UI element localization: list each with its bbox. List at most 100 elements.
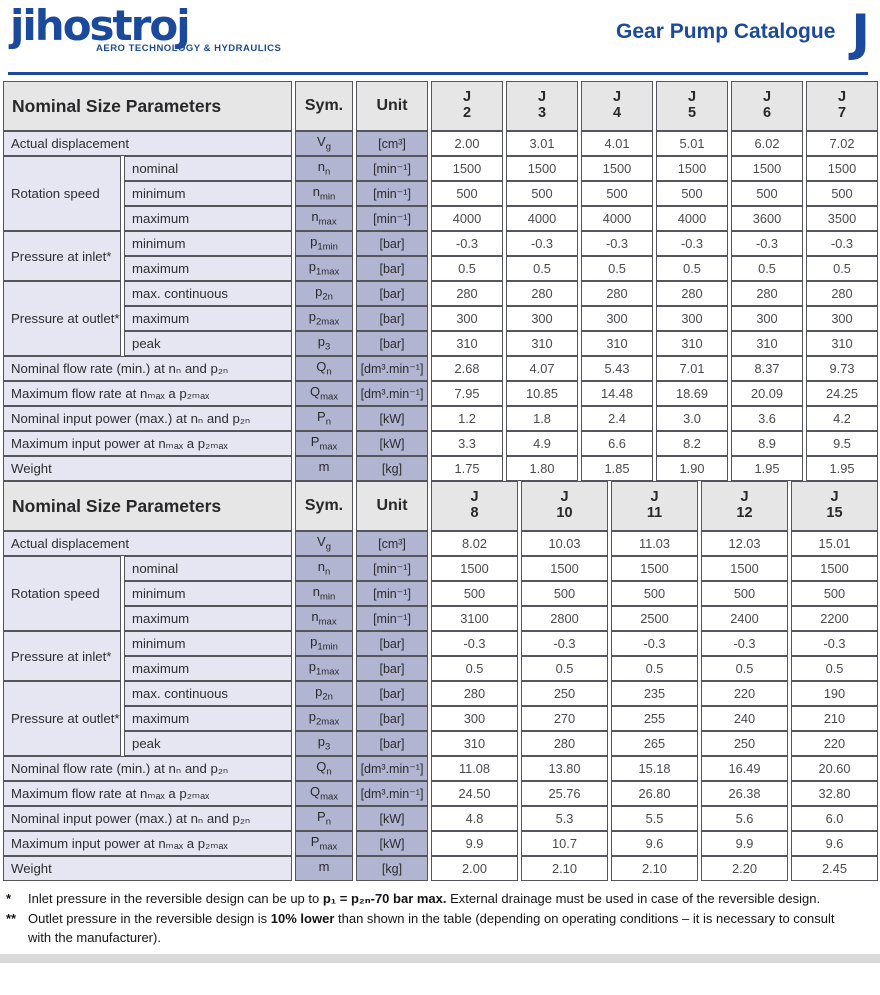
value-cell: 1.85: [581, 456, 653, 481]
value-cell: 500: [791, 581, 878, 606]
symbol-subscript: n: [326, 766, 332, 778]
value-cell: 310: [731, 331, 803, 356]
value-cell: 15.18: [611, 756, 698, 781]
param-label-cell: Weight: [3, 856, 292, 881]
param-group-cell: Pressure at inlet*: [3, 631, 121, 681]
param-header: Nominal Size Parameters: [3, 481, 292, 531]
param-group-cell: Pressure at outlet**: [3, 281, 121, 356]
symbol-base: n: [317, 559, 325, 575]
value-cell: 2800: [521, 606, 608, 631]
symbol-cell: Qn: [295, 356, 353, 381]
value-cell: 300: [431, 706, 518, 731]
value-cell: 4000: [656, 206, 728, 231]
param-label-cell: Nominal flow rate (min.) at nₙ and p₂ₙ: [3, 356, 292, 381]
value-cell: 8.02: [431, 531, 518, 556]
param-sub-cell: minimum: [124, 231, 292, 256]
param-label-cell: Nominal input power (max.) at nₙ and p₂ₙ: [3, 406, 292, 431]
value-cell: 190: [791, 681, 878, 706]
unit-cell: [bar]: [356, 331, 428, 356]
value-cell: -0.3: [731, 231, 803, 256]
value-cell: 1.75: [431, 456, 503, 481]
value-cell: 1.80: [506, 456, 578, 481]
param-sub-cell: maximum: [124, 606, 292, 631]
symbol-subscript: g: [325, 141, 331, 153]
value-cell: 500: [731, 181, 803, 206]
value-cell: 4.07: [506, 356, 578, 381]
value-cell: 280: [731, 281, 803, 306]
unit-cell: [kW]: [356, 406, 428, 431]
param-sub-cell: max. continuous: [124, 681, 292, 706]
value-cell: 6.0: [791, 806, 878, 831]
value-cell: 3.0: [656, 406, 728, 431]
value-cell: 0.5: [806, 256, 878, 281]
size-column-header: J 10: [521, 481, 608, 531]
unit-cell: [bar]: [356, 281, 428, 306]
symbol-cell: m: [295, 856, 353, 881]
value-cell: 9.6: [791, 831, 878, 856]
value-cell: 3.01: [506, 131, 578, 156]
unit-cell: [min⁻¹]: [356, 181, 428, 206]
param-sub-cell: maximum: [124, 206, 292, 231]
param-sub-cell: max. continuous: [124, 281, 292, 306]
value-cell: 7.02: [806, 131, 878, 156]
symbol-cell: p1min: [295, 631, 353, 656]
symbol-base: n: [312, 584, 320, 600]
unit-cell: [cm³]: [356, 531, 428, 556]
sym-header: Sym.: [295, 481, 353, 531]
param-header: Nominal Size Parameters: [3, 81, 292, 131]
symbol-base: p: [308, 259, 316, 275]
symbol-cell: Qmax: [295, 381, 353, 406]
footnote-marker: **: [6, 910, 17, 926]
symbol-base: m: [318, 459, 330, 475]
value-cell: 310: [806, 331, 878, 356]
unit-cell: [dm³.min⁻¹]: [356, 756, 428, 781]
symbol-subscript: max: [318, 616, 337, 628]
symbol-subscript: 3: [324, 741, 331, 753]
value-cell: 26.80: [611, 781, 698, 806]
value-cell: 310: [581, 331, 653, 356]
param-label-cell: Maximum flow rate at nₘₐₓ a p₂ₘₐₓ: [3, 381, 292, 406]
param-label-cell: Weight: [3, 456, 292, 481]
footnotes-section: * Inlet pressure in the reversible design…: [0, 881, 880, 948]
symbol-base: V: [317, 534, 326, 550]
value-cell: 1500: [791, 556, 878, 581]
value-cell: 10.03: [521, 531, 608, 556]
symbol-cell: Pn: [295, 806, 353, 831]
value-cell: 3600: [731, 206, 803, 231]
param-sub-cell: minimum: [124, 181, 292, 206]
value-cell: 8.37: [731, 356, 803, 381]
value-cell: 1500: [431, 156, 503, 181]
value-cell: 1.95: [731, 456, 803, 481]
symbol-base: p: [317, 334, 325, 350]
value-cell: 7.95: [431, 381, 503, 406]
value-cell: 500: [506, 181, 578, 206]
value-cell: 10.85: [506, 381, 578, 406]
jihostroj-logo: jihostroj AERO TECHNOLOGY & HYDRAULICS: [10, 5, 281, 54]
footnote-text-part: 10% lower: [270, 910, 335, 926]
symbol-subscript: n: [326, 366, 332, 378]
symbol-subscript: max: [320, 791, 339, 803]
unit-cell: [kg]: [356, 856, 428, 881]
unit-cell: [cm³]: [356, 131, 428, 156]
param-sub-cell: maximum: [124, 706, 292, 731]
value-cell: -0.3: [506, 231, 578, 256]
unit-cell: [min⁻¹]: [356, 156, 428, 181]
value-cell: 500: [611, 581, 698, 606]
value-cell: 8.2: [656, 431, 728, 456]
value-cell: 0.5: [431, 656, 518, 681]
catalogue-title: Gear Pump Catalogue: [616, 20, 836, 43]
value-cell: -0.3: [521, 631, 608, 656]
value-cell: 32.80: [791, 781, 878, 806]
value-cell: 2200: [791, 606, 878, 631]
symbol-base: P: [310, 434, 320, 450]
value-cell: 0.5: [731, 256, 803, 281]
unit-cell: [kg]: [356, 456, 428, 481]
value-cell: 3500: [806, 206, 878, 231]
value-cell: 2.20: [701, 856, 788, 881]
symbol-cell: Qmax: [295, 781, 353, 806]
value-cell: 5.01: [656, 131, 728, 156]
value-cell: 210: [791, 706, 878, 731]
value-cell: 4.9: [506, 431, 578, 456]
